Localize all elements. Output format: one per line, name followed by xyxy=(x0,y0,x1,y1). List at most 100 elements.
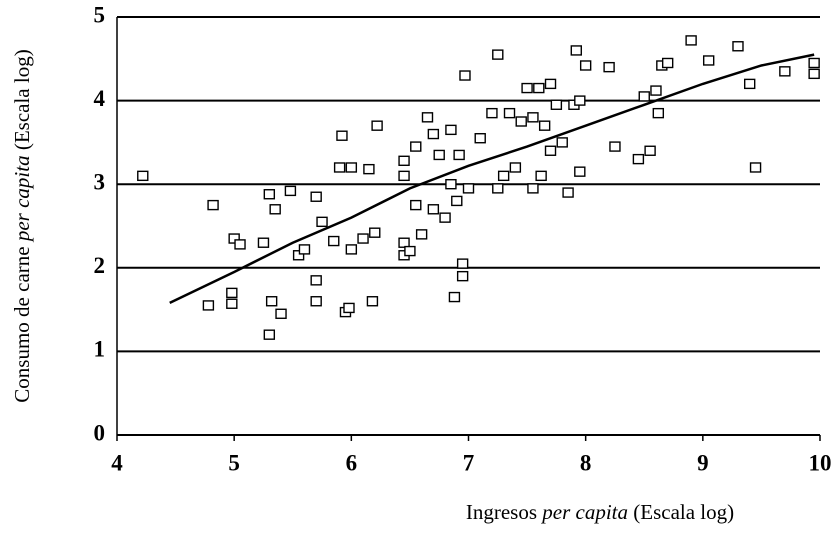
point xyxy=(544,145,557,156)
point xyxy=(310,296,322,307)
y-tick-label: 0 xyxy=(94,420,106,445)
point xyxy=(345,162,358,173)
point xyxy=(345,244,358,255)
x-label-part: Ingresos xyxy=(466,500,542,524)
point xyxy=(265,296,278,307)
point xyxy=(562,187,574,198)
point xyxy=(509,162,522,173)
point xyxy=(298,244,311,255)
x-tick-label: 9 xyxy=(697,450,709,475)
point xyxy=(749,162,762,173)
point xyxy=(284,185,297,197)
point xyxy=(732,41,744,52)
point xyxy=(702,55,715,66)
point xyxy=(462,183,475,194)
point xyxy=(343,302,355,314)
point xyxy=(404,245,416,257)
point xyxy=(779,66,791,77)
point xyxy=(228,233,240,244)
x-label-part: (Escala log) xyxy=(628,500,734,524)
point xyxy=(226,287,238,299)
point xyxy=(550,99,563,110)
point xyxy=(234,239,246,250)
point xyxy=(456,270,469,282)
point xyxy=(638,91,650,102)
point xyxy=(533,82,545,94)
y-tick-label: 4 xyxy=(94,86,106,111)
y-label-part: per capita xyxy=(10,155,34,243)
point xyxy=(538,120,551,131)
point xyxy=(448,291,461,303)
point xyxy=(433,149,445,161)
point xyxy=(310,275,322,286)
point xyxy=(650,85,662,96)
point xyxy=(257,237,270,248)
x-axis-label: Ingresos per capita (Escala log) xyxy=(466,500,734,524)
point xyxy=(661,57,674,69)
point xyxy=(366,296,379,307)
point xyxy=(570,45,582,56)
x-tick-label: 4 xyxy=(111,450,123,475)
y-tick-label: 1 xyxy=(94,337,106,362)
point xyxy=(398,170,410,182)
point xyxy=(535,170,547,182)
point xyxy=(744,78,756,90)
point xyxy=(226,298,238,309)
point xyxy=(336,130,348,141)
point xyxy=(492,49,504,60)
point xyxy=(316,216,328,228)
point xyxy=(398,237,410,248)
point xyxy=(456,258,469,269)
point xyxy=(363,163,375,175)
point xyxy=(357,233,369,244)
point xyxy=(503,107,516,119)
y-tick-label: 5 xyxy=(94,2,106,27)
point xyxy=(527,183,539,194)
point xyxy=(137,170,149,182)
point xyxy=(415,229,428,240)
point xyxy=(410,141,422,152)
point xyxy=(574,95,586,106)
point xyxy=(275,308,287,319)
point xyxy=(492,183,504,194)
point xyxy=(474,133,486,144)
y-axis-label: Consumo de carne per capita (Escala log) xyxy=(10,49,34,402)
point xyxy=(521,82,533,94)
point xyxy=(333,162,346,173)
point xyxy=(544,78,557,90)
point xyxy=(652,107,665,119)
point xyxy=(328,235,340,247)
point xyxy=(371,120,383,131)
point xyxy=(609,141,621,152)
point xyxy=(685,35,697,46)
point xyxy=(427,128,440,140)
point xyxy=(644,145,656,156)
point xyxy=(808,68,820,80)
point xyxy=(453,149,465,161)
point xyxy=(269,204,281,215)
x-label-part: per capita xyxy=(540,500,628,524)
x-tick-label: 8 xyxy=(580,450,592,475)
y-label-part: (Escala log) xyxy=(10,49,34,155)
x-tick-label: 6 xyxy=(346,450,358,475)
point xyxy=(263,189,276,200)
point xyxy=(574,166,586,177)
point xyxy=(421,112,434,123)
point xyxy=(808,57,820,69)
point xyxy=(445,178,457,190)
point xyxy=(202,300,215,311)
point xyxy=(369,227,381,238)
x-tick-label: 5 xyxy=(228,450,240,475)
point xyxy=(263,329,276,340)
point xyxy=(310,191,322,202)
point xyxy=(486,107,498,119)
y-tick-label: 3 xyxy=(94,169,106,194)
point xyxy=(398,155,410,166)
point xyxy=(451,195,463,207)
point xyxy=(527,112,539,123)
point xyxy=(632,153,645,165)
point xyxy=(579,60,592,71)
point xyxy=(410,199,422,211)
point xyxy=(459,70,471,81)
